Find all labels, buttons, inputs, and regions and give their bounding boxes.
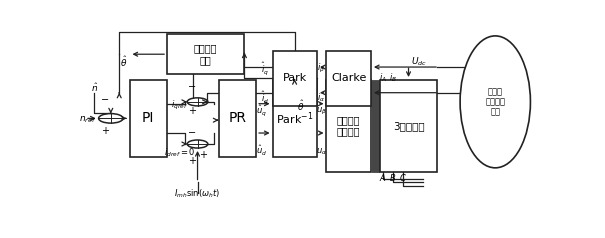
Text: Park$^{-1}$: Park$^{-1}$	[276, 110, 313, 127]
Circle shape	[99, 114, 123, 123]
Text: 转子位置
估计: 转子位置 估计	[194, 43, 217, 65]
Bar	[272, 50, 317, 105]
Text: $n_{ref}$: $n_{ref}$	[79, 115, 97, 125]
Text: Park: Park	[283, 73, 307, 83]
Text: 表贴式
永磁同步
电机: 表贴式 永磁同步 电机	[485, 87, 505, 117]
Text: $\hat{u}_d$: $\hat{u}_d$	[256, 144, 267, 158]
Text: PR: PR	[228, 111, 246, 125]
Text: $C$: $C$	[399, 172, 407, 183]
Text: +: +	[101, 126, 109, 136]
Text: $i_{\beta}$: $i_{\beta}$	[318, 62, 325, 75]
Text: $i_{qref}$: $i_{qref}$	[171, 99, 188, 112]
Text: $i_{\alpha}$: $i_{\alpha}$	[317, 92, 325, 104]
Text: +: +	[188, 106, 196, 116]
Text: +: +	[199, 150, 207, 160]
Text: $A$: $A$	[379, 172, 387, 183]
Ellipse shape	[460, 36, 531, 168]
Bar	[167, 34, 244, 74]
Bar	[381, 80, 437, 172]
Bar	[218, 80, 256, 157]
Text: $u_{\beta}$: $u_{\beta}$	[316, 105, 327, 117]
Text: $U_{dc}$: $U_{dc}$	[411, 55, 427, 68]
Text: $\hat{i}_q$: $\hat{i}_q$	[261, 60, 269, 77]
Text: −: −	[101, 95, 110, 105]
Text: $\hat{\theta}$: $\hat{\theta}$	[297, 98, 304, 113]
Text: $i_B$: $i_B$	[388, 72, 397, 84]
Text: +: +	[188, 155, 196, 165]
Text: 3相逆变器: 3相逆变器	[393, 121, 424, 131]
Text: $\hat{i}_d$: $\hat{i}_d$	[261, 90, 269, 106]
Text: Clarke: Clarke	[331, 73, 367, 83]
Text: $\hat{u}_q$: $\hat{u}_q$	[257, 104, 267, 118]
Circle shape	[187, 140, 208, 148]
Text: $i_A$: $i_A$	[379, 72, 387, 84]
Circle shape	[187, 98, 208, 106]
Text: 空间矢量
脉宽调制: 空间矢量 脉宽调制	[337, 115, 361, 136]
Text: −: −	[188, 82, 196, 92]
Text: $I_{mh}\sin(\omega_h t)$: $I_{mh}\sin(\omega_h t)$	[174, 187, 221, 200]
Bar	[327, 80, 371, 172]
Bar	[129, 80, 167, 157]
Text: $u_{\alpha}$: $u_{\alpha}$	[316, 146, 327, 157]
Text: $B$: $B$	[389, 172, 396, 183]
Text: PI: PI	[142, 111, 154, 125]
Text: $i_{dref}=0$: $i_{dref}=0$	[164, 147, 195, 159]
Bar	[272, 80, 317, 157]
Text: $\hat{n}$: $\hat{n}$	[91, 81, 98, 94]
Text: −: −	[188, 128, 196, 138]
Text: $\hat{\theta}$: $\hat{\theta}$	[120, 54, 128, 69]
Bar	[327, 50, 371, 105]
